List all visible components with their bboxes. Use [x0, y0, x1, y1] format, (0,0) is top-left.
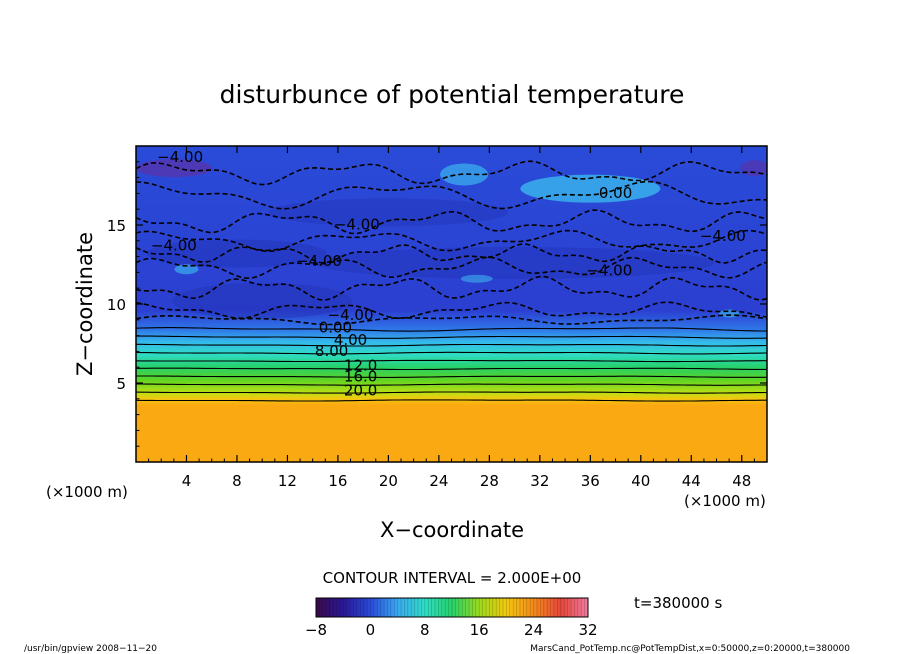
contour-line	[136, 160, 767, 186]
colorbar-tick-label: 8	[420, 621, 430, 639]
contour-line	[136, 335, 767, 339]
x-tick-label: 16	[328, 472, 347, 490]
contour-line	[136, 229, 767, 253]
contour-line	[136, 383, 767, 386]
contour-label: −4.00	[151, 236, 197, 254]
anomaly-patch	[460, 274, 493, 283]
y-tick-label: 10	[107, 296, 126, 314]
contour-label: 16.0	[344, 367, 377, 385]
colorbar-levels	[319, 598, 585, 617]
footer-left: /usr/bin/gpview 2008−11−20	[24, 644, 157, 654]
x-tick-label: 4	[182, 472, 192, 490]
y-tick-label: 5	[116, 375, 126, 393]
contour-label: 0.00	[319, 318, 352, 336]
x-tick-label: 32	[530, 472, 549, 490]
contour-label: −4.00	[328, 306, 374, 324]
contour-line	[136, 180, 767, 210]
contour-line	[136, 243, 767, 264]
time-label: t=380000 s	[634, 594, 722, 612]
contour-line	[136, 256, 767, 280]
contour-label: −4.00	[296, 252, 342, 270]
contour-label: 8.00	[315, 342, 348, 360]
contour-labels: −4.00−4.00−4.00−4.00−4.00−4.00−4.000.000…	[151, 148, 746, 400]
contour-label: −4.00	[586, 262, 632, 280]
contour-line	[136, 327, 767, 332]
contour-line	[136, 375, 767, 378]
contour-line	[136, 209, 767, 235]
x-tick-label: 44	[682, 472, 701, 490]
contour-label: 12.0	[344, 356, 377, 374]
contour-label: −4.00	[334, 216, 380, 234]
contour-label: 4.00	[334, 331, 367, 349]
plot-area: −4.00−4.00−4.00−4.00−4.00−4.00−4.000.000…	[136, 146, 767, 462]
anomaly-patch	[174, 264, 199, 275]
x-tick-label: 28	[480, 472, 499, 490]
colorbar-ticks: −8 0 8 16 24 32	[305, 621, 598, 639]
y-axis-label: Z−coordinate	[73, 232, 97, 376]
colorbar-tick-label: 16	[470, 621, 489, 639]
x-tick-label: 8	[232, 472, 242, 490]
x-tick-label: 48	[732, 472, 751, 490]
contour-line	[136, 391, 767, 394]
x-unit-left: (×1000 m)	[46, 483, 128, 501]
chart-title: disturbunce of potential temperature	[220, 80, 685, 109]
contour-line	[136, 359, 767, 363]
colorbar-tick-label: −8	[305, 621, 327, 639]
contour-line	[136, 343, 767, 347]
contour-label: −4.00	[157, 148, 203, 166]
contour-interval-text: CONTOUR INTERVAL = 2.000E+00	[323, 569, 582, 587]
contour-line	[136, 314, 767, 326]
x-axis: 4 8 12 16 20 24 28 32 36 40 44 48	[148, 146, 755, 490]
contour-label: 20.0	[344, 382, 377, 400]
contour-line	[136, 399, 767, 402]
colorbar-tick-label: 32	[578, 621, 597, 639]
contour-line	[136, 351, 767, 355]
anomaly-patch	[440, 163, 489, 186]
colorbar-tick-label: 24	[524, 621, 543, 639]
x-unit-right: (×1000 m)	[684, 492, 766, 510]
contour-lines	[136, 160, 767, 402]
anomaly-patch	[172, 282, 353, 319]
colorbar	[315, 597, 589, 618]
anomaly-patch	[146, 239, 327, 268]
anomaly-patch	[740, 160, 767, 177]
y-axis: 5 10 15	[107, 161, 767, 447]
anomaly-patch	[268, 198, 509, 227]
x-axis-label: X−coordinate	[380, 518, 524, 542]
x-tick-label: 40	[631, 472, 650, 490]
x-tick-label: 36	[581, 472, 600, 490]
x-tick-label: 24	[429, 472, 448, 490]
x-tick-label: 12	[278, 472, 297, 490]
colorbar-tick-label: 0	[366, 621, 376, 639]
field-anomalies	[136, 159, 767, 319]
contour-label: −4.00	[700, 227, 746, 245]
contour-label: 0.00	[599, 184, 632, 202]
contour-line	[136, 367, 767, 371]
y-tick-label: 15	[107, 217, 126, 235]
footer-right: MarsCand_PotTemp.nc@PotTempDist,x=0:5000…	[530, 644, 850, 654]
x-tick-label: 20	[379, 472, 398, 490]
